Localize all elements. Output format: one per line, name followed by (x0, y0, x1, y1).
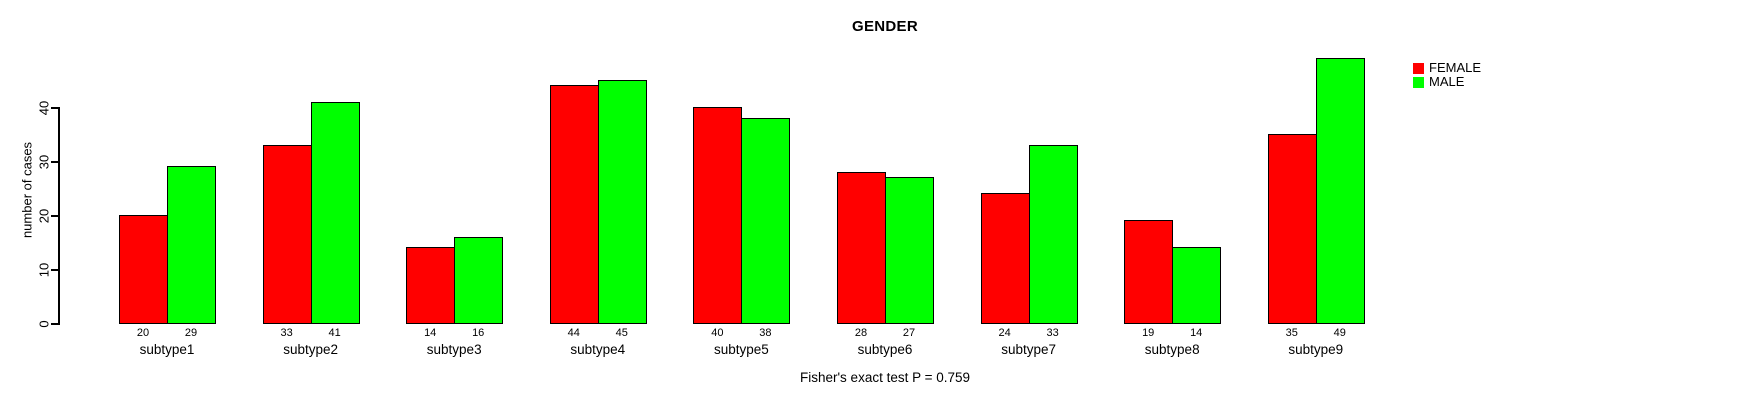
legend-label-male: MALE (1429, 74, 1465, 89)
bar-male-subtype6 (885, 177, 934, 324)
bar-female-subtype7 (980, 193, 1030, 324)
value-label-male-subtype8: 14 (1190, 327, 1203, 339)
bar-female-subtype2 (262, 144, 312, 324)
value-label-male-subtype5: 38 (759, 327, 772, 339)
bar-female-subtype8 (1124, 220, 1174, 324)
y-tick-mark (51, 107, 58, 109)
y-tick-label: 10 (36, 262, 52, 278)
y-tick-label: 30 (36, 154, 52, 170)
value-label-female-subtype8: 19 (1142, 327, 1155, 339)
category-label-subtype5: subtype5 (713, 342, 769, 357)
category-label-subtype8: subtype8 (1144, 342, 1200, 357)
y-tick-label: 0 (36, 320, 52, 328)
y-axis-label: number of cases (19, 141, 35, 239)
category-label-subtype9: subtype9 (1288, 342, 1344, 357)
chart-title: GENDER (852, 18, 918, 35)
value-label-female-subtype1: 20 (136, 327, 150, 339)
category-label-subtype2: subtype2 (283, 342, 338, 357)
y-tick-mark (51, 215, 58, 217)
bar-female-subtype1 (119, 215, 168, 324)
value-label-male-subtype3: 16 (472, 327, 485, 339)
legend-item-female: FEMALE (1413, 61, 1481, 75)
bar-male-subtype3 (454, 236, 504, 324)
y-axis-line (58, 107, 60, 325)
category-label-subtype3: subtype3 (426, 342, 482, 357)
value-label-male-subtype4: 45 (615, 327, 628, 339)
y-tick-mark (51, 323, 58, 325)
bar-male-subtype7 (1028, 144, 1078, 324)
value-label-female-subtype5: 40 (711, 327, 724, 339)
value-label-male-subtype1: 29 (184, 327, 198, 339)
bar-male-subtype9 (1315, 58, 1365, 324)
bar-female-subtype3 (406, 247, 456, 324)
y-tick-mark (51, 161, 58, 163)
legend-item-male: MALE (1413, 75, 1481, 89)
y-tick-mark (51, 269, 58, 271)
value-label-male-subtype2: 41 (328, 327, 341, 339)
bar-male-subtype8 (1172, 247, 1222, 324)
bar-male-subtype1 (167, 166, 216, 324)
value-label-female-subtype9: 35 (1285, 327, 1298, 339)
category-label-subtype7: subtype7 (1001, 342, 1056, 357)
value-label-female-subtype6: 28 (854, 327, 868, 339)
bar-female-subtype6 (837, 171, 886, 324)
value-label-female-subtype7: 24 (998, 327, 1011, 339)
y-tick-label: 20 (36, 208, 52, 224)
value-label-male-subtype7: 33 (1046, 327, 1059, 339)
fisher-test-annotation: Fisher's exact test P = 0.759 (799, 370, 971, 385)
y-tick-label: 40 (36, 100, 52, 116)
bar-male-subtype5 (741, 117, 791, 324)
category-label-subtype4: subtype4 (570, 342, 626, 357)
value-label-female-subtype4: 44 (567, 327, 580, 339)
bar-female-subtype5 (693, 107, 743, 324)
bar-female-subtype4 (549, 85, 599, 324)
value-label-male-subtype9: 49 (1333, 327, 1346, 339)
category-label-subtype6: subtype6 (857, 342, 913, 357)
bar-female-subtype9 (1267, 134, 1317, 324)
value-label-male-subtype6: 27 (902, 327, 916, 339)
legend-label-female: FEMALE (1429, 60, 1482, 75)
legend-swatch-male (1413, 76, 1424, 88)
bar-male-subtype2 (310, 101, 360, 324)
legend: FEMALE MALE (1413, 61, 1481, 89)
bar-male-subtype4 (597, 80, 647, 324)
value-label-female-subtype2: 33 (280, 327, 293, 339)
legend-swatch-female (1413, 62, 1424, 74)
category-label-subtype1: subtype1 (139, 342, 195, 357)
value-label-female-subtype3: 14 (424, 327, 437, 339)
